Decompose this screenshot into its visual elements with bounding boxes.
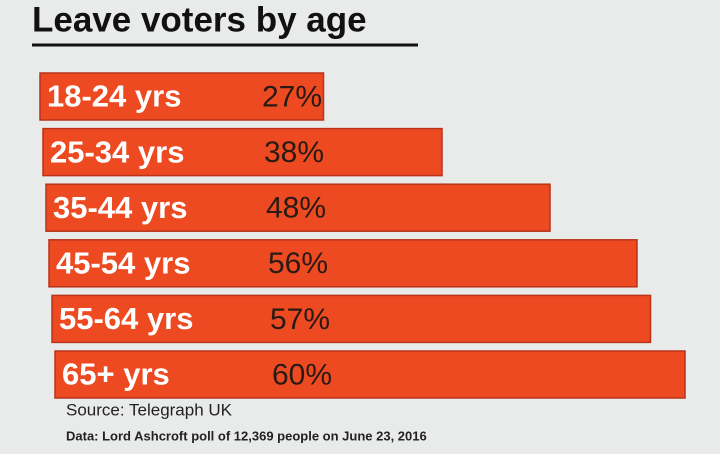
value-label: 57% <box>270 303 330 336</box>
category-label: 65+ yrs <box>62 357 170 392</box>
chart-title: Leave voters by age <box>32 0 367 39</box>
value-label: 27% <box>262 80 322 113</box>
bar <box>42 127 443 177</box>
bar <box>48 239 638 288</box>
bar <box>39 72 325 121</box>
category-label: 18-24 yrs <box>47 79 181 114</box>
note: Data: Lord Ashcroft poll of 12,369 peopl… <box>66 428 427 443</box>
category-label: 55-64 yrs <box>59 301 193 336</box>
value-label: 38% <box>264 136 324 169</box>
value-label: 60% <box>272 358 332 391</box>
value-label: 56% <box>268 247 328 280</box>
value-label: 48% <box>266 192 326 225</box>
category-label: 25-34 yrs <box>50 134 184 169</box>
bar <box>45 183 551 232</box>
bar <box>51 294 652 344</box>
category-label: 35-44 yrs <box>53 190 187 225</box>
source: Source: Telegraph UK <box>66 400 233 419</box>
bar <box>54 350 686 399</box>
category-label: 45-54 yrs <box>56 245 190 280</box>
